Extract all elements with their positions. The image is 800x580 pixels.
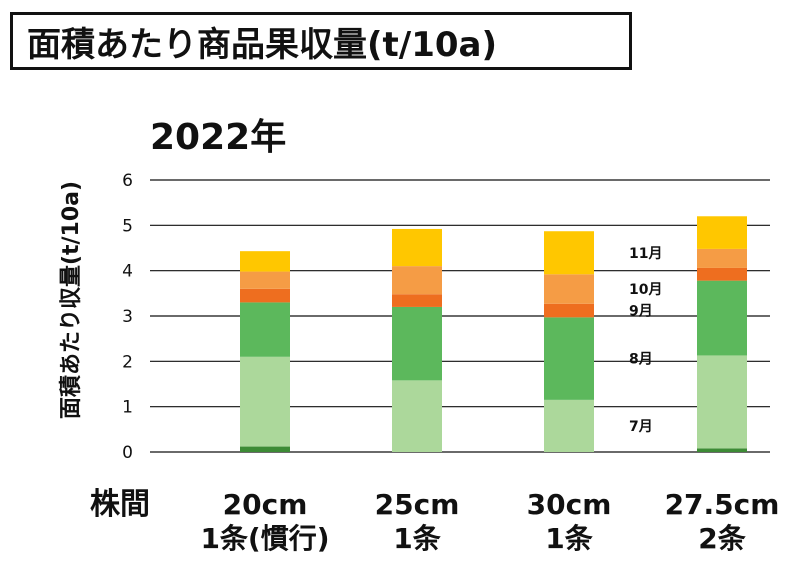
bar-segment	[697, 248, 747, 268]
bar-segment	[697, 216, 747, 249]
month-label: 9月	[629, 304, 653, 320]
y-tick-label: 1	[122, 398, 133, 418]
bars	[240, 216, 747, 452]
category-label: 30cm	[527, 488, 612, 521]
bar-segment	[544, 317, 594, 400]
bar-segment	[392, 266, 442, 295]
bar-segment	[392, 306, 442, 381]
x-axis-title: 株間	[90, 487, 150, 522]
chart-title: 面積あたり商品果収量(t/10a)	[10, 12, 632, 70]
bar-segment	[240, 356, 290, 447]
category-label: 20cm	[223, 488, 308, 521]
y-tick-label: 5	[122, 216, 133, 236]
category-label: 2条	[698, 522, 745, 555]
category-label: 1条	[545, 522, 592, 555]
month-label: 11月	[629, 246, 662, 262]
bar-segment	[240, 251, 290, 272]
bar-segment	[697, 267, 747, 281]
y-tick-label: 4	[122, 262, 133, 282]
category-label: 1条	[393, 522, 440, 555]
bar-segment	[697, 448, 747, 452]
bar-segment	[544, 231, 594, 275]
y-axis-ticks: 0 1 2 3 4 5 6	[122, 171, 133, 463]
bar-segment	[240, 288, 290, 303]
bar-segment	[697, 355, 747, 449]
chart-subtitle-year: 2022年	[150, 117, 287, 158]
y-axis-label: 面積あたり収量(t/10a)	[59, 181, 84, 419]
bar-segment	[544, 303, 594, 318]
bar-segment	[697, 280, 747, 356]
bar-segment	[392, 228, 442, 267]
month-label: 7月	[629, 419, 653, 435]
category-label: 27.5cm	[665, 488, 780, 521]
bar-segment	[392, 380, 442, 452]
bar-segment	[544, 399, 594, 452]
category-label: 25cm	[375, 488, 460, 521]
category-label: 1条(慣行)	[200, 522, 329, 555]
bar-segment	[240, 446, 290, 452]
y-tick-label: 3	[122, 307, 133, 327]
bar-segment	[392, 294, 442, 307]
month-labels: 7月 8月 9月 10月 11月	[629, 246, 662, 435]
y-tick-label: 0	[122, 443, 133, 463]
month-label: 10月	[629, 282, 662, 298]
bar-segment	[544, 274, 594, 304]
bar-segment	[240, 302, 290, 357]
y-tick-label: 6	[122, 171, 133, 191]
bar-segment	[240, 271, 290, 289]
month-label: 8月	[629, 352, 653, 368]
y-tick-label: 2	[122, 352, 133, 372]
